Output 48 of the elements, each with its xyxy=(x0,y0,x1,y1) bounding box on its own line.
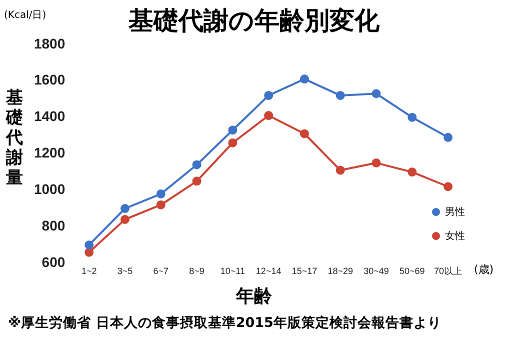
y-tick-label: 1800 xyxy=(34,35,66,52)
point xyxy=(192,160,202,170)
point xyxy=(336,90,345,100)
point xyxy=(84,240,94,250)
text: ※厚生労働省 日本人の食事摂取基準2015年版策定検討会報告書より xyxy=(8,314,442,332)
text: (Kcal/日) xyxy=(4,9,46,22)
x-tick-label: 10~11 xyxy=(220,266,245,276)
point xyxy=(300,74,309,84)
x-tick-label: 50~69 xyxy=(400,266,425,276)
point xyxy=(372,89,381,98)
x-tick-label: 12~14 xyxy=(256,266,282,276)
point xyxy=(120,214,130,224)
point xyxy=(372,158,381,168)
point xyxy=(408,168,417,177)
point xyxy=(444,132,453,142)
y-tick-label: 1600 xyxy=(34,72,66,88)
point xyxy=(300,129,309,138)
point xyxy=(228,138,238,148)
point xyxy=(408,112,417,122)
x-tick-label: 6~7 xyxy=(153,266,169,276)
y-tick-label: 1000 xyxy=(34,181,66,198)
point xyxy=(120,204,130,213)
x-axis-title: 年齢 xyxy=(234,285,273,308)
y-tick-label: 800 xyxy=(42,218,66,234)
x-tick-label: 18~29 xyxy=(328,266,354,276)
point xyxy=(264,111,274,120)
point xyxy=(192,176,202,186)
x-tick-label: 1~2 xyxy=(81,266,97,276)
point xyxy=(84,248,94,257)
x-tick-label: 30~49 xyxy=(364,266,389,276)
chart-title: 基礎代謝の年齢別変化 xyxy=(128,6,380,35)
point xyxy=(228,126,238,135)
y-tick-label: 1400 xyxy=(34,108,66,124)
point xyxy=(336,166,345,175)
point xyxy=(156,189,166,198)
point xyxy=(156,200,166,210)
legend-label: 女性 xyxy=(445,230,465,243)
x-tick-label: 70以上 xyxy=(434,266,462,276)
x-tick-label: 3~5 xyxy=(117,266,133,276)
y-tick-label: 600 xyxy=(42,254,66,270)
point xyxy=(264,90,274,100)
y-tick-label: 1200 xyxy=(34,144,66,161)
y-axis-title: 基礎代謝量 xyxy=(6,88,24,188)
text: (歳) xyxy=(474,262,494,277)
x-tick-label: 8~9 xyxy=(189,266,204,276)
point xyxy=(444,182,453,192)
x-tick-label: 15~17 xyxy=(292,266,318,276)
legend-label: 男性 xyxy=(445,206,465,219)
